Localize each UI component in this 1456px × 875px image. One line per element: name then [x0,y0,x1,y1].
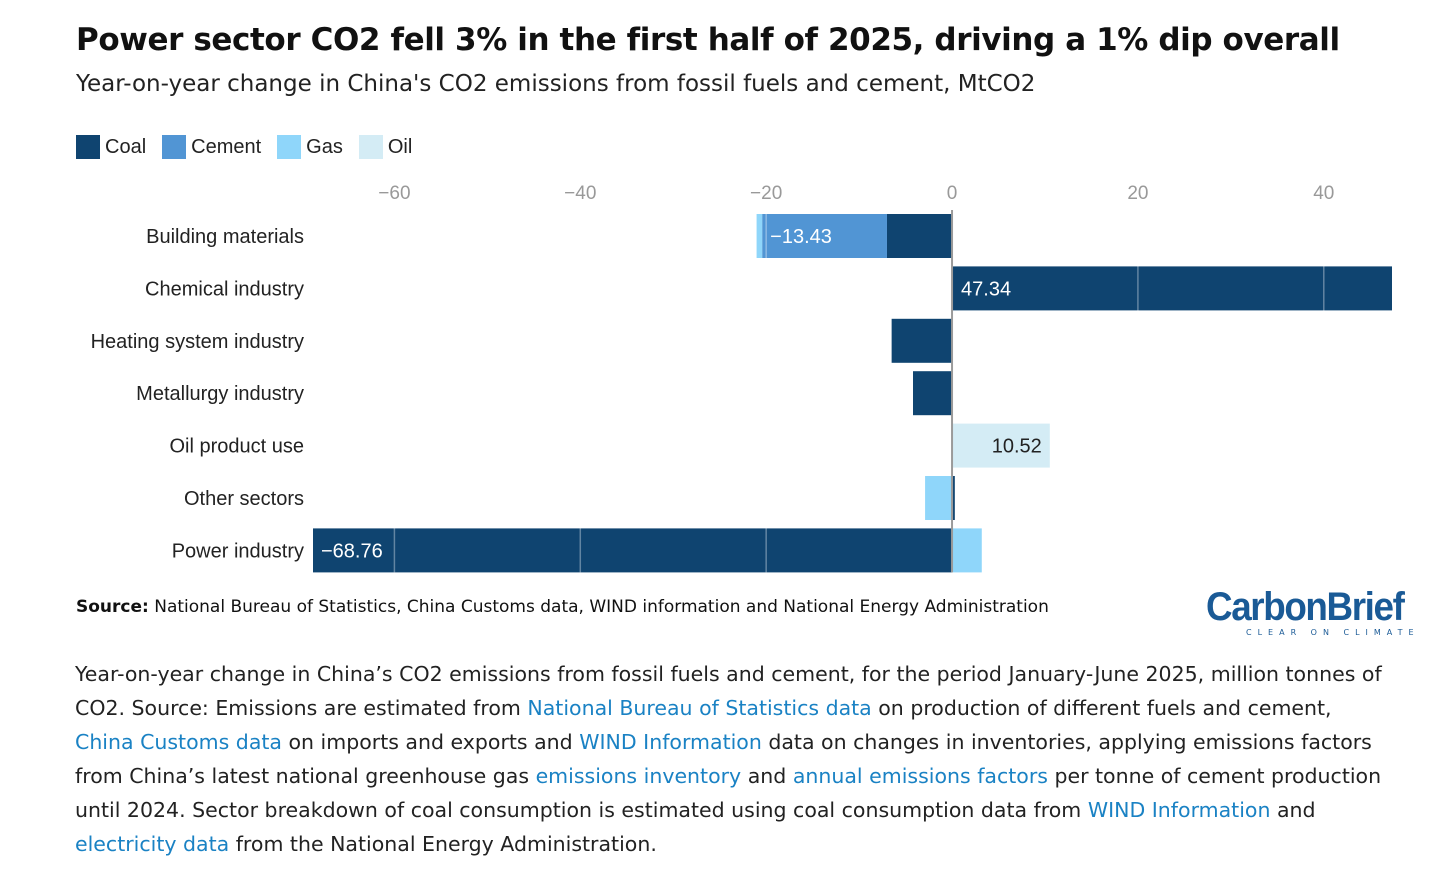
data-label: 47.34 [961,278,1011,300]
data-label: 10.52 [992,436,1042,458]
caption-link[interactable]: electricity data [75,832,230,856]
caption-text: per tonne of cement production until 202… [75,764,1382,822]
bar-chart: −60 −40 −20 0 20 40 Building materials Chemical… [91,183,1392,573]
legend-swatch-oil [358,135,383,159]
bar-gas [756,214,763,258]
x-tick-label: −40 [564,183,596,204]
legend: Coal Cement Gas Oil [76,135,428,159]
bar-oil [952,423,1050,468]
chart-subtitle: Year-on-year change in China's CO2 emiss… [76,71,1036,97]
caption-text: on production of different fuels and cem… [871,696,1332,720]
x-tick-label: 40 [1313,183,1334,204]
legend-item-coal: Coal [76,135,146,159]
legend-item-oil: Oil [358,135,413,159]
bar-coal [313,528,953,573]
legend-item-cement: Cement [162,135,261,159]
carbonbrief-logo[interactable]: CarbonBrief CLEAR ON CLIMATE [1206,585,1414,641]
legend-label-coal: Coal [105,135,147,158]
legend-swatch-cement [162,135,187,159]
caption-text: from the National Energy Administration. [229,832,657,856]
bar-gas [925,476,953,520]
bar-coal [952,266,1392,311]
bar-coal [886,214,953,258]
caption-link[interactable]: WIND Information [1087,798,1271,822]
caption-text: and [1270,798,1316,822]
legend-swatch-gas [277,135,302,159]
caption-link[interactable]: emissions inventory [535,764,742,788]
chart-title: Power sector CO2 fell 3% in the first ha… [76,22,1340,58]
x-tick-label: −60 [378,183,410,204]
bar-coal [952,476,955,520]
caption-text: on imports and exports and [281,730,580,754]
category-label: Other sectors [184,488,304,510]
x-tick-label: 0 [947,183,958,204]
bar-coal [913,371,953,416]
category-label: Chemical industry [145,278,304,300]
bar-cement [762,214,887,258]
caption-link[interactable]: annual emissions factors [792,764,1048,788]
category-label: Oil product use [169,436,304,458]
category-label: Metallurgy industry [136,383,304,405]
data-label: −13.43 [770,226,832,248]
caption-text: Year-on-year change in China’s CO2 emiss… [75,662,1382,720]
bar-coal [891,318,953,363]
caption-text: data on changes in inventories, applying… [75,730,1372,788]
caption-link[interactable]: WIND Information [579,730,762,754]
category-label: Heating system industry [91,331,304,353]
category-label: Power industry [172,540,304,562]
x-tick-label: −20 [750,183,782,204]
legend-label-cement: Cement [191,135,262,158]
source-note: Source: National Bureau of Statistics, C… [76,597,1049,617]
legend-label-gas: Gas [306,135,343,158]
data-label: −68.76 [321,540,383,562]
legend-label-oil: Oil [387,135,413,158]
logo-wordmark: CarbonBrief [1206,585,1405,629]
caption-link[interactable]: China Customs data [75,730,282,754]
source-label: Source: [76,597,149,617]
source-text: National Bureau of Statistics, China Cus… [148,597,1049,617]
logo-tagline: CLEAR ON CLIMATE [1246,628,1420,637]
caption-text: and [741,764,793,788]
category-label: Building materials [146,226,304,248]
bar-gas [952,528,982,573]
legend-swatch-coal [76,135,100,159]
caption: Year-on-year change in China’s CO2 emiss… [75,657,1395,861]
x-tick-label: 20 [1127,183,1148,204]
legend-item-gas: Gas [277,135,343,159]
caption-link[interactable]: National Bureau of Statistics data [527,696,872,720]
